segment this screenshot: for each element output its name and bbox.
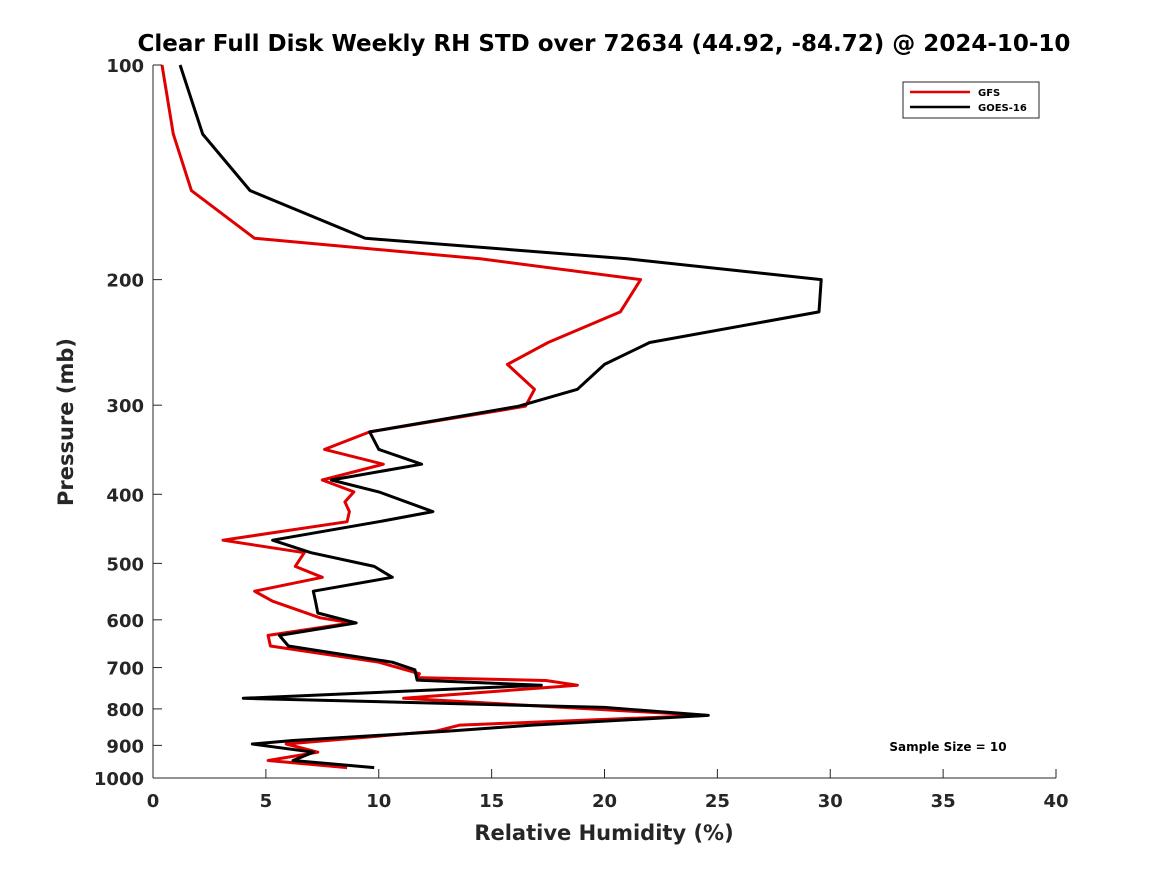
x-tick-label: 35 bbox=[931, 791, 956, 812]
y-tick-label: 1000 bbox=[94, 769, 144, 790]
x-axis-ticks: 0 5 10 15 20 25 30 35 40 bbox=[147, 769, 1069, 812]
chart-title: Clear Full Disk Weekly RH STD over 72634… bbox=[138, 31, 1071, 57]
x-tick-label: 0 bbox=[147, 791, 160, 812]
x-tick-label: 15 bbox=[479, 791, 504, 812]
legend: GFS GOES-16 bbox=[902, 81, 1040, 119]
legend-label-goes16: GOES-16 bbox=[978, 103, 1027, 114]
y-tick-label: 700 bbox=[106, 659, 144, 680]
y-tick-label: 600 bbox=[106, 611, 144, 632]
sample-size-annotation: Sample Size = 10 bbox=[889, 740, 1006, 754]
x-tick-label: 20 bbox=[592, 791, 617, 812]
y-tick-label: 400 bbox=[106, 485, 144, 506]
y-tick-label: 500 bbox=[106, 554, 144, 575]
y-tick-label: 200 bbox=[106, 271, 144, 292]
x-tick-label: 30 bbox=[818, 791, 843, 812]
series-layer bbox=[160, 64, 823, 770]
y-axis-label: Pressure (mb) bbox=[54, 338, 78, 506]
y-tick-label: 100 bbox=[106, 56, 144, 77]
x-tick-label: 10 bbox=[366, 791, 391, 812]
y-tick-label: 900 bbox=[106, 736, 144, 757]
x-tick-label: 25 bbox=[705, 791, 730, 812]
x-tick-label: 5 bbox=[260, 791, 273, 812]
y-tick-label: 800 bbox=[106, 700, 144, 721]
legend-box bbox=[902, 81, 1040, 119]
y-tick-label: 300 bbox=[106, 396, 144, 417]
x-tick-label: 40 bbox=[1043, 791, 1068, 812]
legend-label-gfs: GFS bbox=[978, 88, 1000, 99]
plot-area bbox=[153, 65, 1056, 778]
series-line-gfs bbox=[160, 64, 708, 770]
y-axis-ticks: 100 200 300 400 500 600 700 800 900 1000 bbox=[94, 56, 162, 790]
x-axis-label: Relative Humidity (%) bbox=[474, 821, 733, 845]
series-line-goes-16 bbox=[178, 64, 823, 770]
